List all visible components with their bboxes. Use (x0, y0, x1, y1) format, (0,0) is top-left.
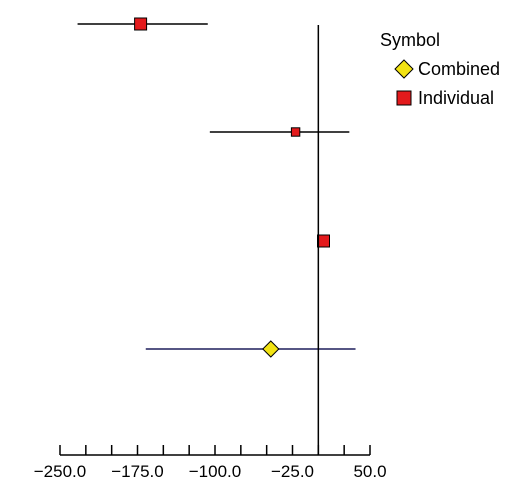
individual-estimate-marker (317, 234, 330, 248)
x-axis-tick-label: −250.0 (34, 462, 86, 481)
individual-estimate-marker (134, 17, 148, 31)
forest-row (317, 234, 330, 248)
forest-row (77, 17, 208, 31)
x-axis-tick-label: 50.0 (353, 462, 386, 481)
legend-title: Symbol (380, 30, 440, 50)
legend-entry-label: Individual (418, 88, 494, 108)
legend-entry-label: Combined (418, 59, 500, 79)
legend-combined-diamond-icon (394, 59, 414, 79)
x-axis-tick-label: −100.0 (189, 462, 241, 481)
legend: Symbol Combined Individual (380, 30, 500, 108)
combined-estimate-marker (262, 340, 280, 358)
forest-row (209, 127, 350, 137)
x-axis: −250.0 −175.0 −100.0 −25.0 50.0 (34, 445, 387, 481)
x-axis-tick-label: −25.0 (271, 462, 314, 481)
legend-individual-square-icon (396, 90, 412, 106)
x-axis-tick-label: −175.0 (111, 462, 163, 481)
individual-estimate-marker (290, 127, 301, 137)
forest-row (145, 340, 356, 358)
data-rows (77, 17, 356, 358)
